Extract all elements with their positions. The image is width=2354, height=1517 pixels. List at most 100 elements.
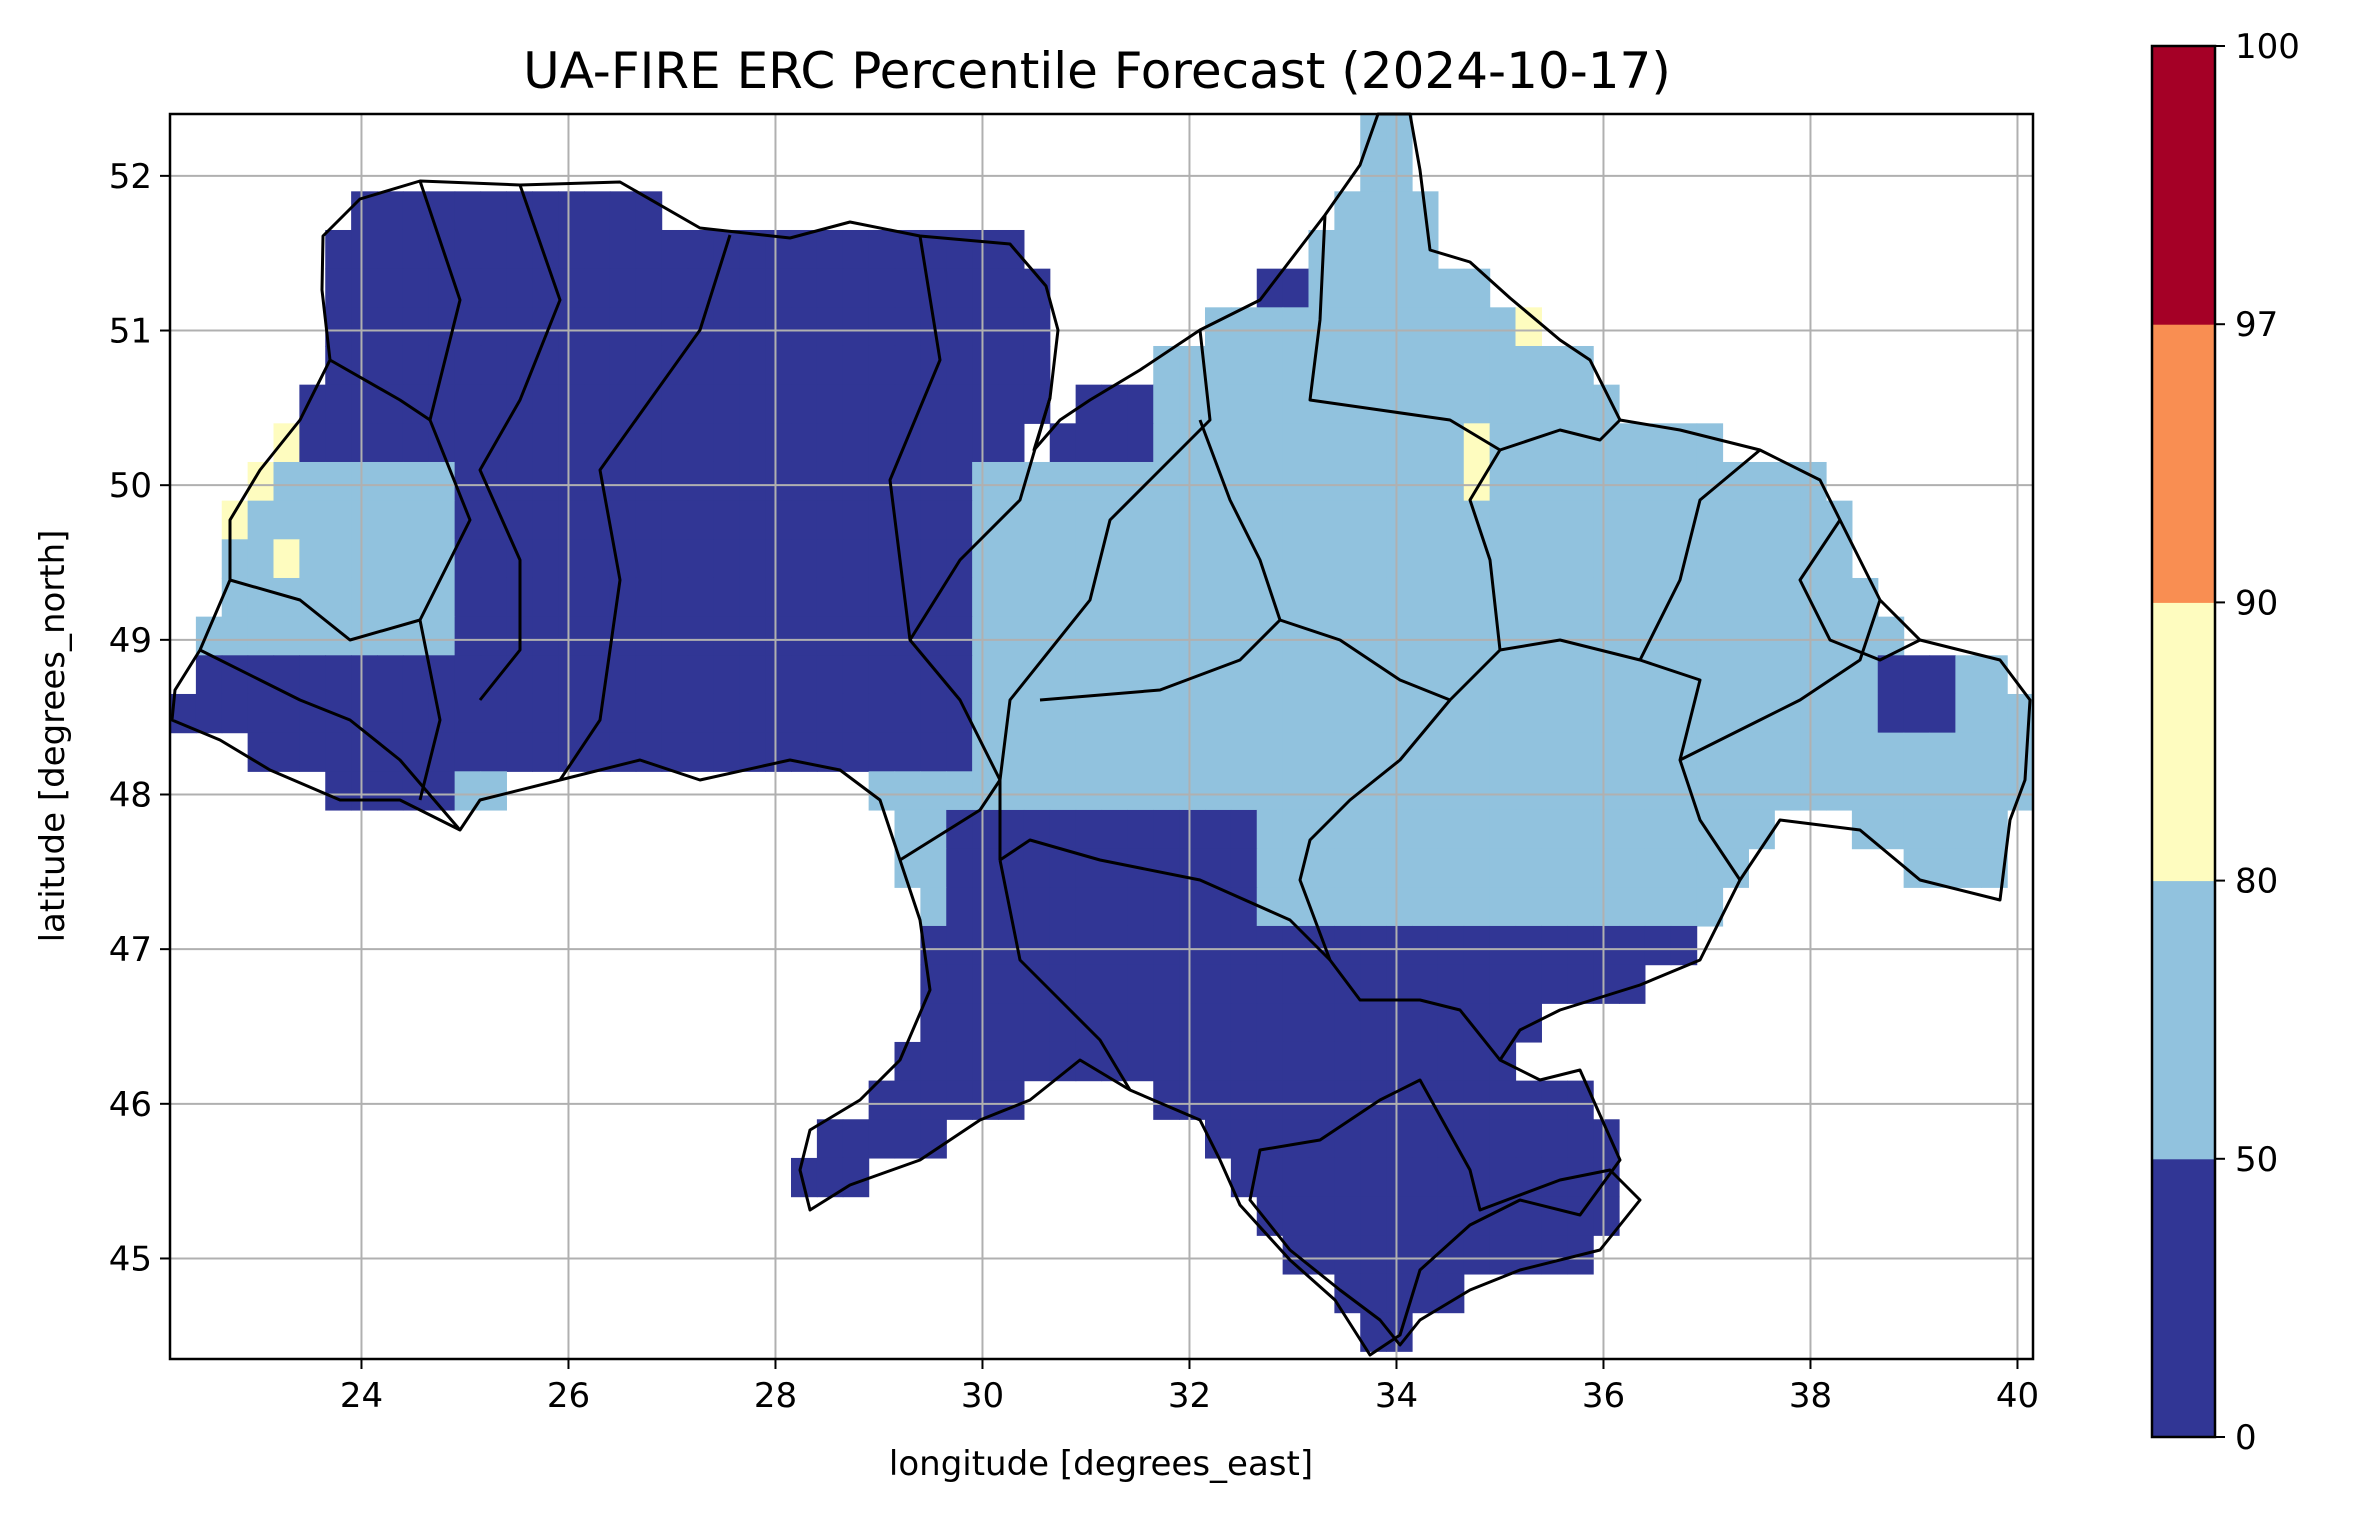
forecast-cell [377,345,404,386]
forecast-cell [1567,616,1594,656]
forecast-cell [1877,732,1905,772]
x-tick-label: 26 [547,1376,590,1416]
forecast-cell [1230,461,1258,502]
forecast-cell [1153,384,1180,424]
forecast-cell [532,655,559,695]
forecast-cell [1903,771,1931,811]
forecast-cell [1489,307,1517,347]
forecast-cell [1515,925,1542,966]
forecast-cell [1282,655,1310,695]
forecast-cell [1903,809,1931,850]
forecast-cell [765,345,792,386]
forecast-cell [377,423,404,463]
forecast-cell [842,423,870,463]
forecast-cell [1800,577,1827,618]
forecast-cell [402,732,430,772]
internal-boundary [1638,448,1761,661]
forecast-cell [1205,693,1232,734]
forecast-cell [1049,1003,1077,1043]
forecast-cell [1153,887,1180,927]
forecast-cell [1256,539,1284,579]
forecast-cell [454,539,482,579]
forecast-cell [1619,461,1646,502]
forecast-cell [1644,771,1672,811]
forecast-cell [1153,461,1180,502]
forecast-cell [1230,345,1258,386]
forecast-cell [1463,964,1491,1004]
forecast-cell [1670,771,1698,811]
forecast-cell [972,887,999,927]
forecast-cell [377,307,404,347]
forecast-cell [428,191,456,231]
forecast-cell [532,384,559,424]
forecast-cell [1205,925,1232,966]
plot-area [168,112,2035,1361]
forecast-cell [1489,1119,1517,1159]
forecast-cell [1256,693,1284,734]
forecast-cell [1282,1119,1310,1159]
forecast-cell [1386,152,1413,192]
forecast-cell [1049,809,1077,850]
forecast-cell [1282,809,1310,850]
forecast-cell [1282,345,1310,386]
forecast-cell [842,616,870,656]
forecast-cell [661,268,689,308]
forecast-cell [1049,925,1077,966]
forecast-cell [1101,771,1128,811]
internal-boundary [888,235,1002,860]
forecast-cell [558,345,585,386]
forecast-cell [661,384,689,424]
forecast-cell [1308,539,1335,579]
forecast-cell [661,732,689,772]
internal-boundary [229,578,421,642]
forecast-cell [480,307,507,347]
forecast-cell [402,423,430,463]
forecast-cell [1437,771,1465,811]
forecast-cell [1386,1157,1413,1198]
forecast-cell [920,423,947,463]
internal-boundary [999,838,1332,962]
forecast-cell [1282,1003,1310,1043]
forecast-cell [1360,887,1387,927]
forecast-cell [816,229,844,270]
forecast-cell [972,229,999,270]
forecast-cell [1360,345,1387,386]
forecast-cell [1360,732,1387,772]
forecast-cell [972,539,999,579]
forecast-cell [1437,577,1465,618]
forecast-cell [920,539,947,579]
forecast-cell [842,1119,870,1159]
forecast-cell [1179,925,1206,966]
forecast-cell [635,693,663,734]
forecast-cell [842,732,870,772]
forecast-cell [661,616,689,656]
forecast-cell [868,384,896,424]
forecast-cell [299,732,326,772]
forecast-cell [1437,461,1465,502]
forecast-cell [1386,229,1413,270]
forecast-cell [1256,655,1284,695]
forecast-cell [1515,655,1542,695]
forecast-cell [868,693,896,734]
forecast-cell [635,345,663,386]
forecast-cell [506,693,533,734]
forecast-cell [1334,771,1361,811]
forecast-cell [635,577,663,618]
forecast-cell [1955,732,1982,772]
forecast-cell [998,539,1025,579]
forecast-cell [1334,925,1361,966]
forecast-cell [1437,1196,1465,1236]
forecast-cell [1023,771,1051,811]
forecast-cell [1489,539,1517,579]
forecast-cell [1541,887,1568,927]
forecast-cell [1023,577,1051,618]
forecast-cell [635,539,663,579]
forecast-cell [558,539,585,579]
forecast-cell [1179,384,1206,424]
forecast-cell [532,500,559,540]
forecast-cell [1153,616,1180,656]
forecast-cell [1386,1041,1413,1082]
forecast-cell [946,345,973,386]
forecast-cell [1437,500,1465,540]
y-axis-ticks: 45 46 47 48 49 50 51 52 [109,157,170,1279]
